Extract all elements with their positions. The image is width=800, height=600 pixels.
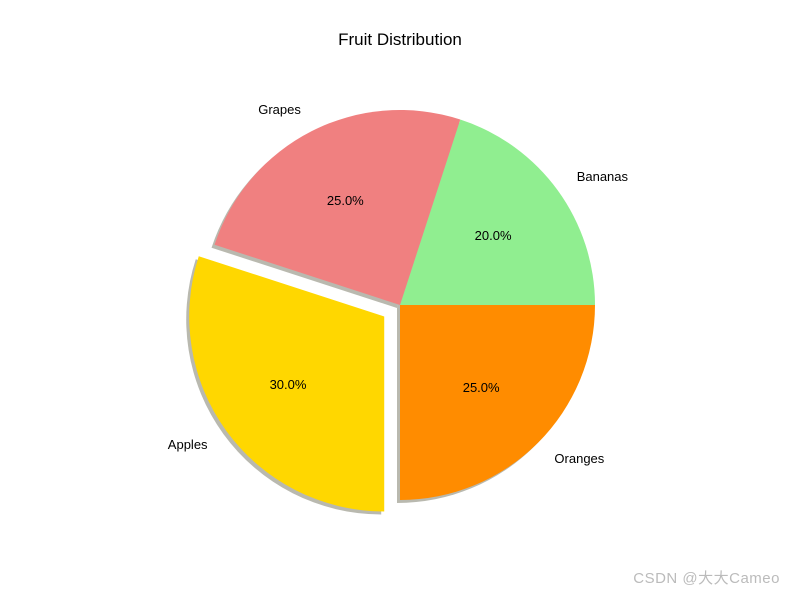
pie-pct-bananas: 20.0% bbox=[475, 228, 512, 243]
pie-label-oranges: Oranges bbox=[554, 451, 604, 466]
watermark-text: CSDN @大大Cameo bbox=[633, 567, 780, 588]
pie-chart-container: Fruit Distribution 20.0%Bananas25.0%Grap… bbox=[0, 0, 800, 600]
pie-pct-apples: 30.0% bbox=[270, 377, 307, 392]
pie-pct-oranges: 25.0% bbox=[463, 380, 500, 395]
pie-svg bbox=[0, 0, 800, 600]
pie-label-apples: Apples bbox=[168, 437, 208, 452]
pie-label-bananas: Bananas bbox=[577, 169, 628, 184]
pie-slice-oranges bbox=[400, 305, 595, 500]
pie-pct-grapes: 25.0% bbox=[327, 193, 364, 208]
pie-label-grapes: Grapes bbox=[258, 102, 301, 117]
